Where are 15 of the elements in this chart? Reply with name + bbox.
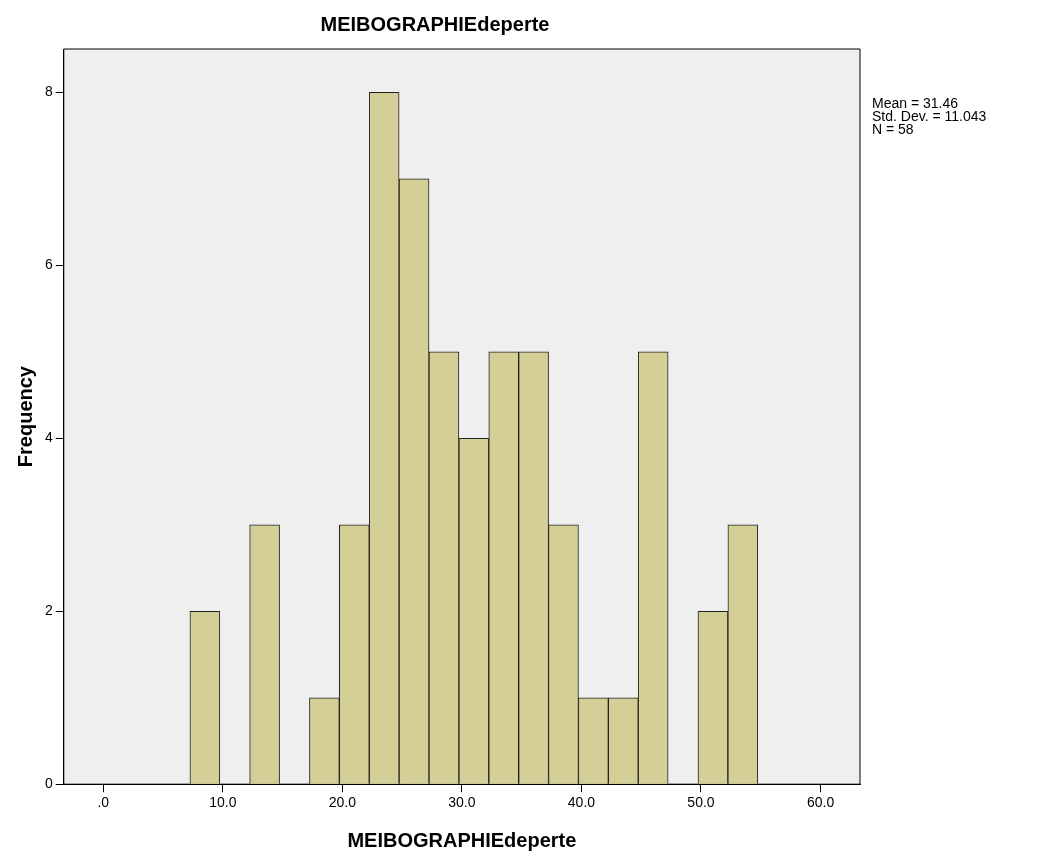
x-tick-label: 20.0 [328,794,357,811]
x-tick-label: 30.0 [448,794,476,811]
x-tick-label: 60.0 [806,794,835,811]
x-tick-label: 40.0 [567,794,596,811]
y-tick-label: 0 [44,775,53,792]
y-tick-label: 6 [44,256,53,273]
x-tick-label: 50.0 [687,794,715,811]
x-tick-label: .0 [97,794,110,811]
y-tick-label: 8 [44,83,53,100]
x-axis-title: MEIBOGRAPHIEdeperte [347,828,577,851]
x-tick-label: 10.0 [209,794,237,811]
y-tick-label: 4 [44,429,53,446]
y-tick-label: 2 [44,602,53,619]
chart-title: MEIBOGRAPHIEdeperte [320,12,550,35]
y-axis-title: Frequency [13,365,36,468]
